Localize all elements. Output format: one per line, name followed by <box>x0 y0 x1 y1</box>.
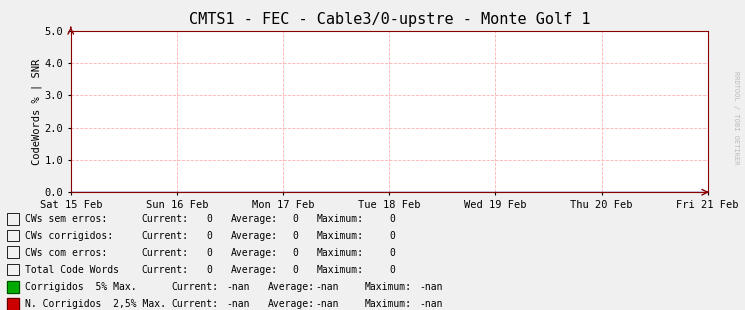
Text: 0: 0 <box>389 214 395 224</box>
Text: CWs sem erros:: CWs sem erros: <box>25 214 107 224</box>
Text: -nan: -nan <box>226 282 250 292</box>
Text: Corrigidos  5% Max.: Corrigidos 5% Max. <box>25 282 137 292</box>
Text: -nan: -nan <box>315 299 339 309</box>
Text: 0: 0 <box>389 265 395 275</box>
Text: Current:: Current: <box>171 282 218 292</box>
Text: N. Corrigidos  2,5% Max.: N. Corrigidos 2,5% Max. <box>25 299 166 309</box>
Text: 0: 0 <box>292 248 298 258</box>
Y-axis label: CodeWords % | SNR: CodeWords % | SNR <box>31 59 42 165</box>
Text: Current:: Current: <box>142 231 188 241</box>
Text: -nan: -nan <box>315 282 339 292</box>
Text: Maximum:: Maximum: <box>365 299 412 309</box>
Text: Current:: Current: <box>171 299 218 309</box>
Text: 0: 0 <box>389 248 395 258</box>
Text: -nan: -nan <box>226 299 250 309</box>
Text: Maximum:: Maximum: <box>317 231 364 241</box>
Text: 0: 0 <box>292 265 298 275</box>
Text: Average:: Average: <box>231 265 278 275</box>
Text: CWs com erros:: CWs com erros: <box>25 248 107 258</box>
Text: RRDTOOL / TOBI OETIKER: RRDTOOL / TOBI OETIKER <box>733 71 739 165</box>
Text: 0: 0 <box>206 265 212 275</box>
Text: Average:: Average: <box>268 299 315 309</box>
Text: Average:: Average: <box>231 248 278 258</box>
Text: 0: 0 <box>292 231 298 241</box>
Text: Average:: Average: <box>231 214 278 224</box>
Text: CWs corrigidos:: CWs corrigidos: <box>25 231 113 241</box>
Text: Maximum:: Maximum: <box>317 265 364 275</box>
Text: 0: 0 <box>206 248 212 258</box>
Text: 0: 0 <box>389 231 395 241</box>
Text: -nan: -nan <box>419 299 443 309</box>
Text: 0: 0 <box>206 231 212 241</box>
Text: Maximum:: Maximum: <box>317 214 364 224</box>
Text: Current:: Current: <box>142 248 188 258</box>
Text: Average:: Average: <box>268 282 315 292</box>
Text: 0: 0 <box>292 214 298 224</box>
Text: Maximum:: Maximum: <box>365 282 412 292</box>
Text: Current:: Current: <box>142 265 188 275</box>
Text: Current:: Current: <box>142 214 188 224</box>
Text: Average:: Average: <box>231 231 278 241</box>
Text: -nan: -nan <box>419 282 443 292</box>
Text: Total Code Words: Total Code Words <box>25 265 119 275</box>
Title: CMTS1 - FEC - Cable3/0-upstre - Monte Golf 1: CMTS1 - FEC - Cable3/0-upstre - Monte Go… <box>188 12 590 27</box>
Text: 0: 0 <box>206 214 212 224</box>
Text: Maximum:: Maximum: <box>317 248 364 258</box>
